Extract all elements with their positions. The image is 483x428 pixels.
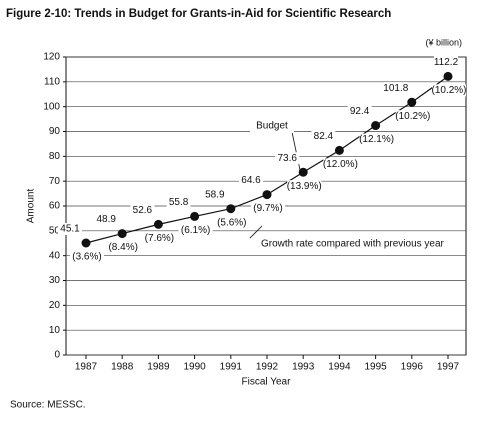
label-bg (178, 224, 213, 237)
growth-label: (6.1%) (181, 225, 210, 236)
label-bg (432, 84, 466, 97)
x-tick-label: 1994 (328, 362, 351, 373)
growth-label: (5.6%) (217, 217, 246, 228)
chart-title: Figure 2-10: Trends in Budget for Grants… (6, 8, 391, 20)
value-label: 64.6 (241, 175, 261, 186)
unit-label: (¥ billion) (425, 37, 462, 47)
annotation-bg (250, 119, 294, 133)
label-bg (434, 56, 458, 69)
y-tick-label: 100 (43, 101, 60, 112)
x-tick-label: 1997 (437, 362, 460, 373)
point (443, 71, 453, 81)
label-bg (106, 241, 141, 254)
growth-label: (8.4%) (108, 242, 137, 253)
y-tick-label: 70 (49, 176, 61, 187)
x-tick-label: 1995 (364, 362, 387, 373)
growth-label: (9.7%) (253, 203, 282, 214)
y-tick-label: 50 (49, 225, 61, 236)
y-tick-label: 120 (43, 52, 60, 63)
line (85, 75, 449, 244)
annotation: Growth rate compared with previous year (261, 239, 445, 250)
y-tick-label: 30 (49, 275, 61, 286)
callout-line (291, 131, 301, 171)
source: Source: MESSC. (10, 400, 86, 411)
growth-label: (10.2%) (431, 85, 466, 96)
label-bg (323, 158, 358, 171)
point (407, 97, 417, 107)
y-tick-label: 110 (44, 76, 60, 87)
label-bg (130, 204, 155, 217)
value-label: 48.9 (96, 214, 116, 225)
x-tick-label: 1987 (75, 362, 98, 373)
point (153, 219, 163, 229)
y-axis-label: Amount (26, 189, 37, 224)
label-bg (395, 110, 430, 123)
label-bg (214, 216, 249, 229)
label-bg (275, 152, 300, 165)
y-tick-label: 20 (49, 300, 61, 311)
growth-label: (13.9%) (287, 181, 322, 192)
label-bg (166, 196, 191, 209)
callout-line (249, 225, 263, 239)
y-tick-label: 60 (49, 201, 61, 212)
point (226, 204, 236, 214)
point (298, 167, 308, 177)
label-bg (202, 188, 227, 201)
label-bg (58, 223, 82, 236)
growth-label: (3.6%) (72, 252, 101, 263)
x-tick-label: 1989 (147, 362, 170, 373)
point (81, 238, 91, 248)
value-label: 55.8 (169, 197, 189, 208)
y-tick-label: 0 (54, 350, 60, 361)
point (334, 145, 344, 155)
annotation-bg (258, 237, 462, 251)
y-tick-label: 10 (49, 325, 61, 336)
label-bg (359, 133, 394, 146)
x-tick-label: 1988 (111, 362, 134, 373)
x-tick-label: 1990 (183, 362, 206, 373)
x-tick-label: 1993 (292, 362, 315, 373)
label-bg (94, 213, 119, 226)
x-tick-label: 1992 (256, 362, 279, 373)
y-tick-label: 40 (49, 250, 61, 261)
annotation: Budget (256, 121, 288, 132)
x-axis-label: Fiscal Year (242, 377, 292, 388)
y-tick-label: 90 (49, 126, 61, 137)
label-bg (347, 105, 372, 118)
growth-label: (7.6%) (145, 233, 174, 244)
point (117, 229, 127, 239)
x-tick-label: 1996 (401, 362, 424, 373)
value-label: 92.4 (350, 106, 370, 117)
growth-label: (12.0%) (323, 159, 358, 170)
value-label: 82.4 (314, 131, 334, 142)
value-label: 73.6 (277, 153, 297, 164)
growth-label: (12.1%) (359, 134, 394, 145)
label-bg (239, 174, 263, 187)
value-label: 52.6 (133, 205, 153, 216)
x-tick-label: 1991 (220, 362, 243, 373)
label-bg (70, 251, 104, 264)
label-bg (383, 82, 408, 95)
value-label: 101.8 (383, 83, 408, 94)
value-label: 45.1 (60, 224, 80, 235)
point (371, 121, 381, 131)
value-label: 58.9 (205, 189, 225, 200)
value-label: 112.2 (434, 57, 459, 68)
label-bg (287, 180, 322, 193)
point (190, 211, 200, 221)
label-bg (251, 202, 285, 215)
y-tick-label: 80 (49, 151, 61, 162)
point (262, 190, 272, 200)
growth-label: (10.2%) (395, 111, 430, 122)
label-bg (311, 130, 336, 143)
label-bg (142, 232, 177, 245)
